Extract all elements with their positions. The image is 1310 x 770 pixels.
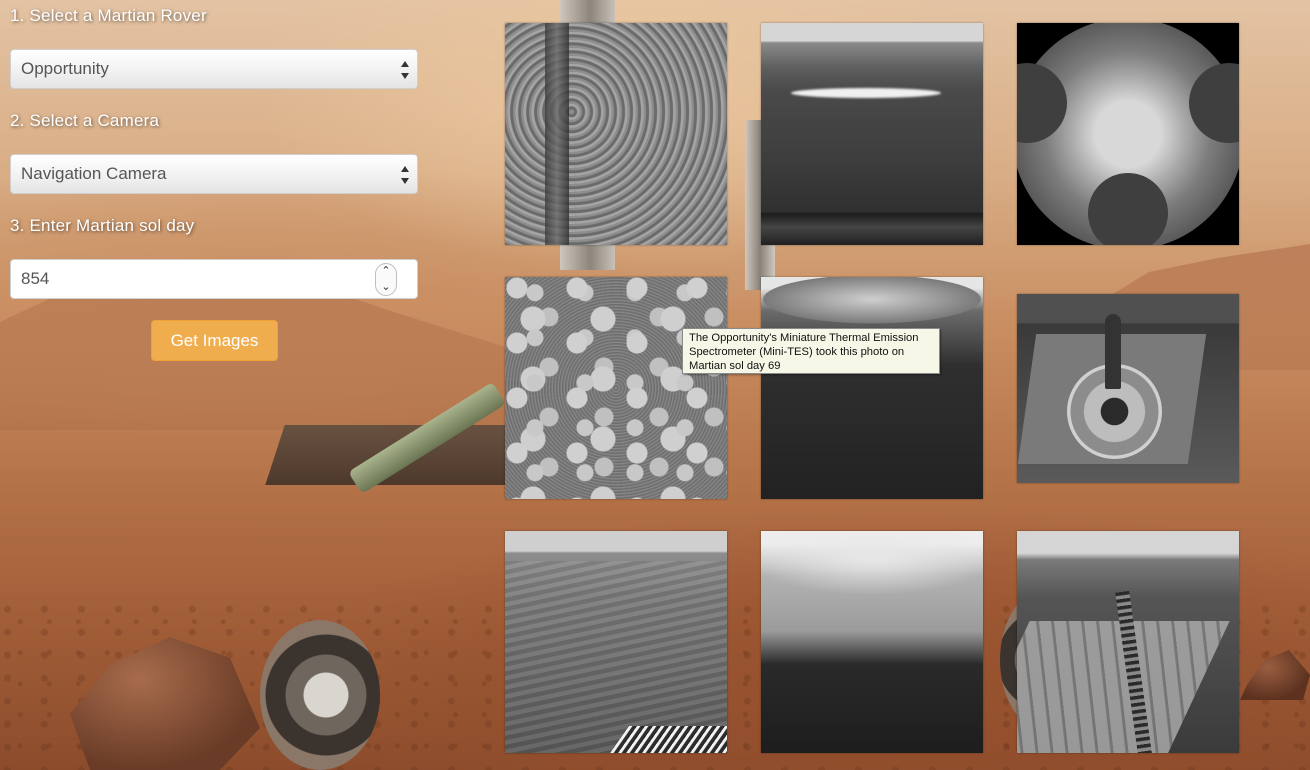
- photo-tooltip: The Opportunity's Miniature Thermal Emis…: [682, 328, 940, 374]
- sol-stepper[interactable]: ⌃ ⌄: [375, 263, 397, 296]
- foreground-rock: [70, 637, 260, 770]
- chevron-down-icon[interactable]: ⌄: [381, 281, 391, 293]
- camera-select[interactable]: Navigation Camera: [10, 154, 418, 194]
- photo-fisheye-terrain[interactable]: [761, 531, 983, 753]
- get-images-button[interactable]: Get Images: [151, 320, 278, 361]
- rover-select[interactable]: Opportunity: [10, 49, 418, 89]
- select-arrows-icon: [401, 166, 409, 184]
- sol-label: 3. Enter Martian sol day: [10, 216, 195, 235]
- foreground-rock-small: [1240, 650, 1310, 700]
- photo-rock-closeup[interactable]: [505, 23, 727, 245]
- sol-input-value: 854: [21, 269, 50, 288]
- photo-horizon-streak[interactable]: [761, 23, 983, 245]
- chevron-up-icon[interactable]: ⌃: [381, 265, 391, 277]
- select-arrows-icon: [401, 61, 409, 79]
- camera-label: 2. Select a Camera: [10, 111, 160, 130]
- rover-wheel: [260, 620, 380, 770]
- rover-arm: [348, 381, 507, 495]
- camera-select-value: Navigation Camera: [21, 164, 167, 183]
- photo-circular-calibration-target[interactable]: [1017, 23, 1239, 245]
- photo-hazcam-shadow[interactable]: [761, 277, 983, 499]
- photo-sundial-calibration-target[interactable]: [1017, 294, 1239, 483]
- photo-bedrock-with-tracks[interactable]: [1017, 531, 1239, 753]
- rover-select-value: Opportunity: [21, 59, 109, 78]
- sol-input[interactable]: 854 ⌃ ⌄: [10, 259, 418, 299]
- photo-blueberry-spherules[interactable]: [505, 277, 727, 499]
- rover-label: 1. Select a Martian Rover: [10, 6, 207, 25]
- photo-ripples-and-tracks[interactable]: [505, 531, 727, 753]
